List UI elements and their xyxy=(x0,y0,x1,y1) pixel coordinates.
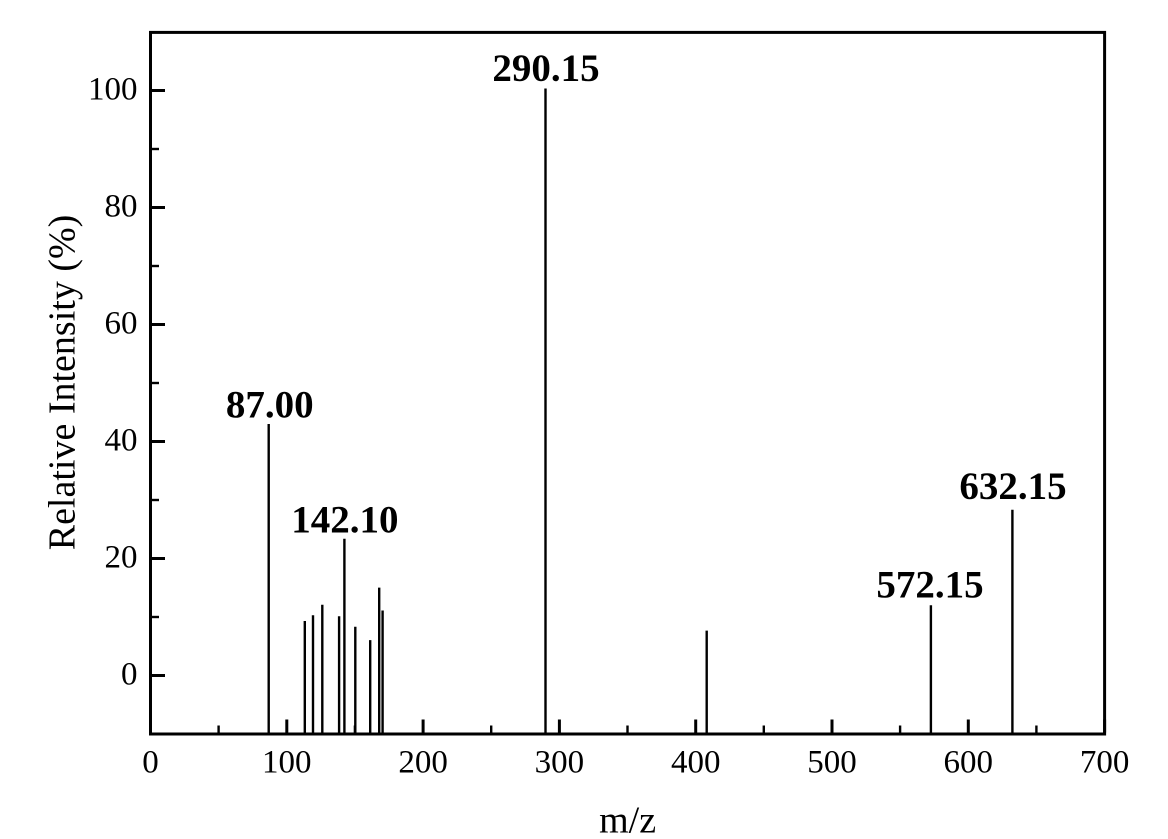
svg-text:500: 500 xyxy=(807,744,857,780)
svg-text:200: 200 xyxy=(398,744,448,780)
svg-text:142.10: 142.10 xyxy=(291,498,398,541)
svg-text:100: 100 xyxy=(88,72,138,108)
svg-text:0: 0 xyxy=(121,657,138,693)
svg-text:80: 80 xyxy=(105,189,138,225)
svg-text:600: 600 xyxy=(944,744,994,780)
svg-text:m/z: m/z xyxy=(599,800,656,839)
svg-text:40: 40 xyxy=(105,423,138,459)
svg-text:60: 60 xyxy=(105,306,138,342)
svg-text:290.15: 290.15 xyxy=(492,47,599,90)
svg-text:632.15: 632.15 xyxy=(959,465,1066,508)
svg-text:572.15: 572.15 xyxy=(876,563,983,606)
svg-text:300: 300 xyxy=(535,744,585,780)
svg-text:100: 100 xyxy=(262,744,312,780)
svg-text:Relative Intensity (%): Relative Intensity (%) xyxy=(42,215,84,551)
svg-text:20: 20 xyxy=(105,540,138,576)
svg-text:400: 400 xyxy=(671,744,721,780)
svg-text:0: 0 xyxy=(142,744,159,780)
svg-text:700: 700 xyxy=(1080,744,1130,780)
svg-text:87.00: 87.00 xyxy=(226,384,314,427)
